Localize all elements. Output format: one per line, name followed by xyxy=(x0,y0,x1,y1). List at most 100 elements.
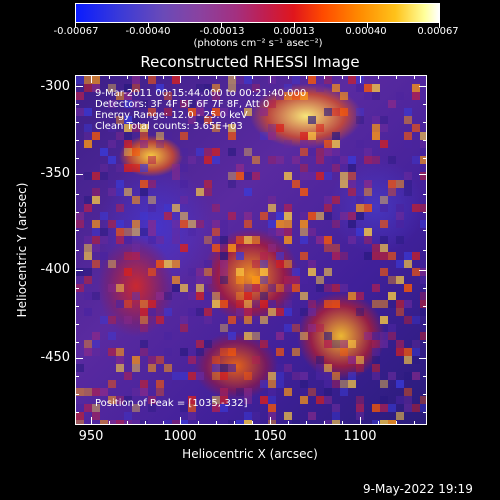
image-pixel xyxy=(196,108,204,116)
image-pixel xyxy=(356,292,364,300)
image-pixel xyxy=(348,188,356,196)
image-pixel xyxy=(116,180,124,188)
image-pixel xyxy=(252,284,260,292)
image-pixel xyxy=(396,308,404,316)
image-pixel xyxy=(308,132,316,140)
x-axis-minor-tick xyxy=(288,75,289,79)
image-pixel xyxy=(220,260,228,268)
image-pixel xyxy=(100,228,108,236)
algorithm-counts-label: Clean Total counts: 3.65E+03 xyxy=(95,121,243,132)
image-pixel xyxy=(276,124,284,132)
image-pixel xyxy=(356,412,364,420)
image-pixel xyxy=(276,364,284,372)
image-pixel xyxy=(196,276,204,284)
image-pixel xyxy=(132,292,140,300)
image-pixel xyxy=(228,132,236,140)
image-pixel xyxy=(420,204,426,212)
image-pixel xyxy=(268,244,276,252)
y-axis-tick xyxy=(419,270,427,271)
image-pixel xyxy=(404,284,412,292)
image-pixel xyxy=(204,180,212,188)
image-pixel xyxy=(340,108,348,116)
image-pixel xyxy=(124,132,132,140)
image-pixel xyxy=(204,268,212,276)
image-pixel xyxy=(300,372,308,380)
image-pixel xyxy=(212,156,220,164)
image-pixel xyxy=(268,100,276,108)
image-pixel xyxy=(308,148,316,156)
image-pixel xyxy=(412,124,420,132)
image-pixel xyxy=(404,372,412,380)
x-axis-tick xyxy=(91,75,92,83)
image-pixel xyxy=(188,308,196,316)
image-pixel xyxy=(300,396,308,404)
image-pixel xyxy=(284,324,292,332)
image-pixel xyxy=(380,332,388,340)
image-pixel xyxy=(180,372,188,380)
image-pixel xyxy=(156,132,164,140)
image-pixel xyxy=(244,372,252,380)
image-pixel xyxy=(292,372,300,380)
image-pixel xyxy=(380,116,388,124)
image-pixel xyxy=(100,316,108,324)
image-pixel xyxy=(108,316,116,324)
image-pixel xyxy=(268,220,276,228)
image-pixel xyxy=(420,140,426,148)
image-pixel xyxy=(148,404,156,412)
image-pixel xyxy=(388,332,396,340)
image-pixel xyxy=(84,124,92,132)
image-pixel xyxy=(108,156,116,164)
image-pixel xyxy=(388,252,396,260)
image-pixel xyxy=(356,356,364,364)
image-pixel xyxy=(324,372,332,380)
image-pixel xyxy=(420,396,426,404)
image-pixel xyxy=(132,148,140,156)
image-pixel xyxy=(412,92,420,100)
image-pixel xyxy=(252,332,260,340)
image-pixel xyxy=(132,420,140,424)
image-pixel xyxy=(332,284,340,292)
image-pixel xyxy=(164,420,172,424)
image-pixel xyxy=(396,236,404,244)
image-pixel xyxy=(308,412,316,420)
image-pixel xyxy=(300,252,308,260)
image-pixel xyxy=(380,196,388,204)
image-pixel xyxy=(180,420,188,424)
image-pixel xyxy=(380,140,388,148)
colorbar-label: 0.00040 xyxy=(345,26,387,37)
image-pixel xyxy=(204,260,212,268)
image-pixel xyxy=(300,164,308,172)
x-tick-label: 950 xyxy=(78,429,104,444)
image-pixel xyxy=(276,260,284,268)
image-pixel xyxy=(372,356,380,364)
image-pixel xyxy=(356,140,364,148)
image-pixel xyxy=(188,228,196,236)
image-pixel xyxy=(388,180,396,188)
image-pixel xyxy=(76,284,84,292)
image-pixel xyxy=(140,308,148,316)
image-pixel xyxy=(260,268,268,276)
image-pixel xyxy=(180,244,188,252)
image-pixel xyxy=(292,420,300,424)
image-pixel xyxy=(396,220,404,228)
image-pixel xyxy=(380,380,388,388)
image-pixel xyxy=(148,180,156,188)
image-pixel xyxy=(308,300,316,308)
image-pixel xyxy=(300,308,308,316)
image-pixel xyxy=(92,172,100,180)
image-pixel xyxy=(84,204,92,212)
image-pixel xyxy=(316,372,324,380)
image-pixel xyxy=(412,268,420,276)
image-pixel xyxy=(140,316,148,324)
image-pixel xyxy=(284,388,292,396)
image-pixel xyxy=(148,196,156,204)
image-pixel xyxy=(348,292,356,300)
image-pixel xyxy=(204,156,212,164)
y-axis-minor-tick xyxy=(423,288,427,289)
x-axis-minor-tick xyxy=(127,75,128,79)
image-pixel xyxy=(92,220,100,228)
image-pixel xyxy=(236,300,244,308)
image-pixel xyxy=(220,348,228,356)
image-pixel xyxy=(116,228,124,236)
image-pixel xyxy=(316,124,324,132)
